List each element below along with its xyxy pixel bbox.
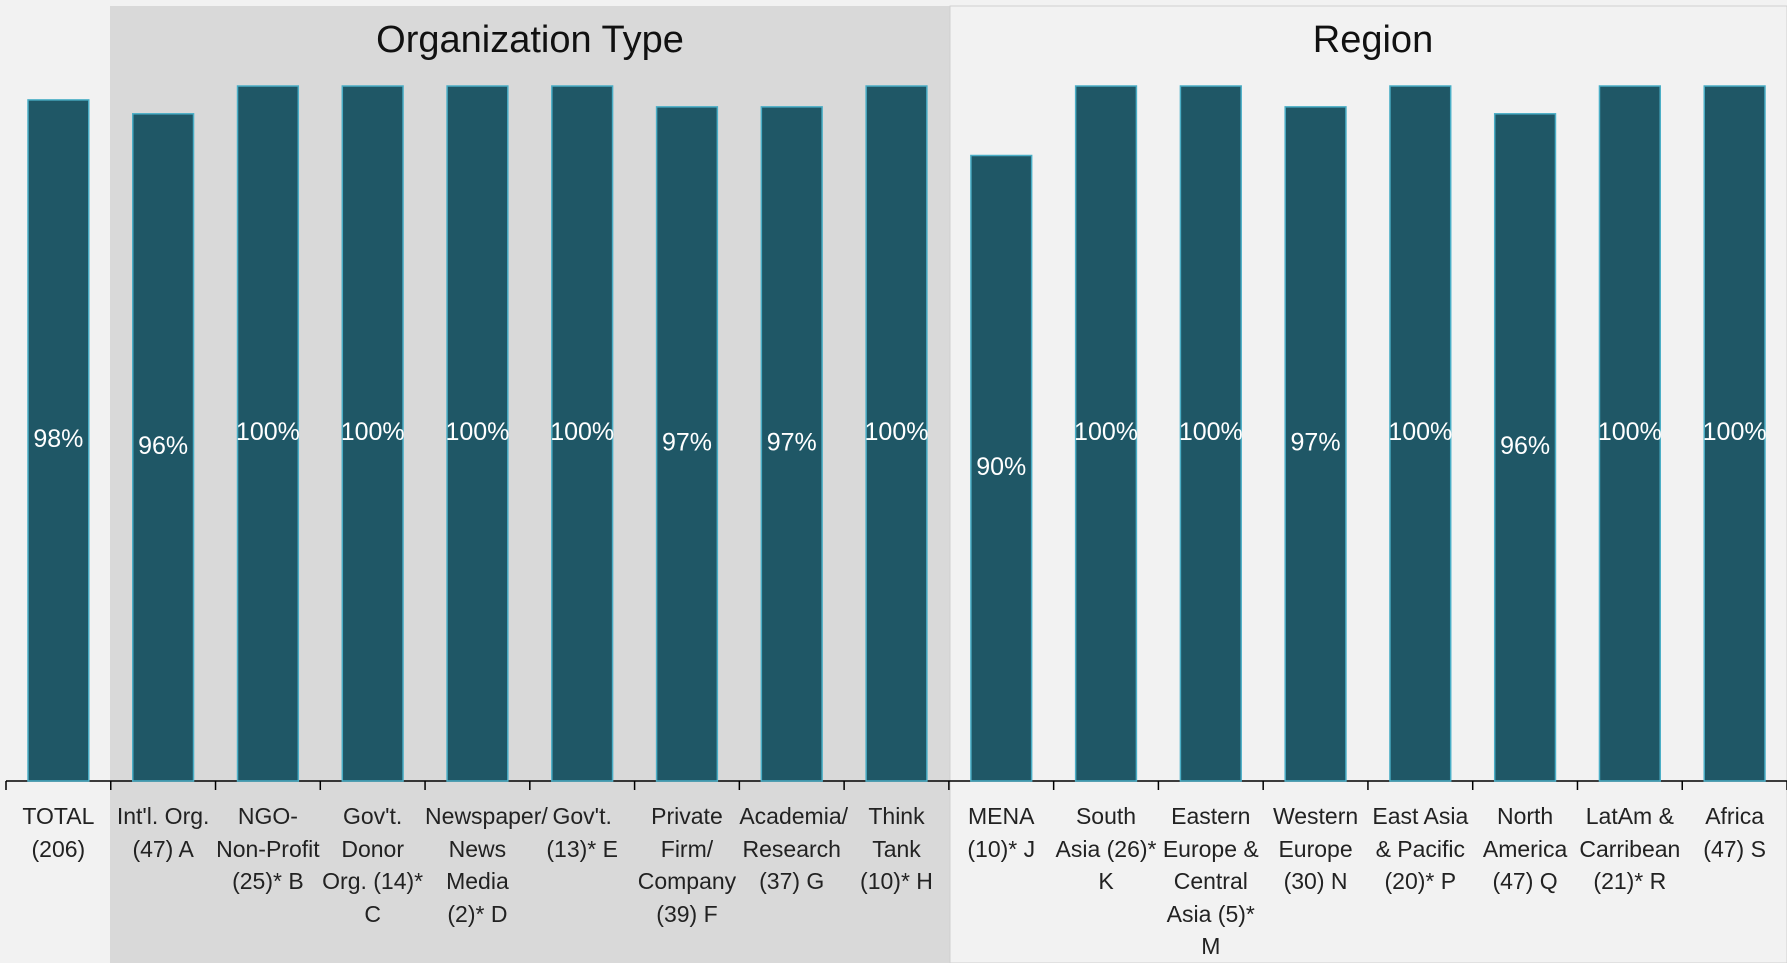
x-tick-label: Int'l. Org. (47) A [116,803,210,862]
bar [1493,113,1557,782]
bar [341,85,404,782]
x-tick-label: Eastern Europe & Central Asia (5)* M [1162,803,1259,959]
value-label: 100% [236,418,300,446]
bar [970,154,1033,782]
bar [132,113,195,782]
value-label: 97% [1291,429,1341,457]
x-tick-label: South Asia (26)* K [1055,803,1157,894]
bar [1389,85,1452,782]
value-label: 100% [865,418,929,446]
x-tick-label: Africa (47) S [1703,803,1766,862]
x-tick-label: Academia/ Research (37) G [739,803,849,894]
value-label: 100% [1598,418,1662,446]
value-label: 100% [1388,418,1452,446]
bar [760,106,823,782]
bar [655,106,719,782]
x-tick-label: Western Europe (30) N [1272,803,1359,894]
x-tick-label: Newspaper/ News Media (2)* D [425,803,548,927]
value-label: 98% [33,425,83,453]
bar [865,85,928,782]
x-tick-label: TOTAL (206) [22,803,95,862]
bar [1703,85,1766,782]
value-label: 100% [445,418,509,446]
x-tick-label: Gov't. (13)* E [546,803,618,862]
value-label: 100% [550,418,614,446]
value-label: 100% [1179,418,1243,446]
value-label: 100% [1703,418,1767,446]
bar [446,85,509,782]
value-label: 97% [767,429,817,457]
value-label: 96% [1500,432,1550,460]
value-label: 100% [1074,418,1138,446]
x-tick-label: Private Firm/ Company (39) F [637,803,737,927]
bar [1598,85,1661,782]
group-title: Organization Type [376,19,684,61]
x-tick-label: East Asia & Pacific (20)* P [1372,803,1469,894]
x-tick-label: Think Tank (10)* H [860,803,933,894]
bar [236,85,300,782]
x-tick-label: North America (47) Q [1482,803,1568,894]
x-tick-label: MENA (10)* J [967,803,1036,862]
bar [551,85,614,782]
x-tick-label: Gov't. Donor Org. (14)* C [322,803,424,927]
value-label: 97% [662,429,712,457]
value-label: 100% [341,418,405,446]
bar [1074,85,1138,782]
value-label: 96% [138,432,188,460]
bar [1179,85,1242,782]
x-tick-label: NGO-Non-Profit (25)* B [216,803,320,894]
x-tick-label: LatAm & Carribean (21)* R [1579,803,1681,894]
bar [1284,106,1347,782]
bar [27,99,90,782]
group-title: Region [1313,19,1433,61]
value-label: 90% [976,453,1026,481]
